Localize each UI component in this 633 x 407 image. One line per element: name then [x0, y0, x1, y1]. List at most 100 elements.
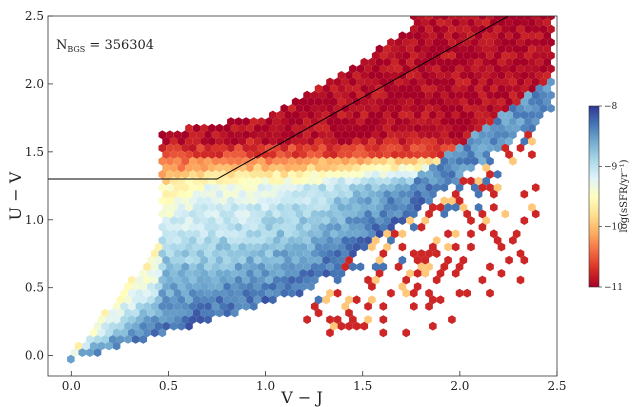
hexbin-cell — [169, 137, 178, 146]
hexbin-cell — [360, 110, 369, 120]
hexbin-cell — [417, 24, 426, 34]
hexbin-cell — [246, 189, 254, 199]
hexbin-cell — [181, 315, 189, 324]
hexbin-cell — [451, 229, 460, 239]
hexbin-cell — [547, 90, 555, 100]
hexbin-cell — [246, 282, 254, 291]
hexbin-cell — [192, 203, 201, 212]
hexbin-cell — [387, 90, 395, 100]
hexbin-cell — [143, 328, 151, 338]
hexbin-cell — [501, 117, 510, 126]
hexbin-cell — [303, 196, 311, 206]
hexbin-cell — [147, 269, 155, 278]
hexbin-cell — [265, 262, 273, 272]
hexbin-cell — [368, 203, 376, 212]
hexbin-cell — [276, 242, 285, 252]
hexbin-cell — [135, 315, 144, 324]
hexbin-cell — [166, 196, 174, 206]
hexbin-cell — [459, 44, 468, 54]
hexbin-cell — [230, 137, 239, 146]
hexbin-cell — [501, 143, 510, 153]
hexbin-cell — [425, 77, 433, 87]
x-axis-label: V − J — [280, 388, 323, 407]
hexbin-cell — [288, 183, 296, 192]
hexbin-cell — [474, 150, 483, 159]
hexbin-cell — [196, 156, 205, 166]
hexbin-cell — [150, 249, 159, 258]
hexbin-cell — [497, 97, 506, 107]
hexbin-cell — [295, 104, 304, 113]
hexbin-cell — [169, 308, 178, 318]
hexbin-cell — [451, 110, 460, 120]
hexbin-cell — [291, 110, 300, 120]
hexbin-cell — [196, 302, 205, 311]
hexbin-cell — [158, 130, 167, 140]
hexbin-cell — [459, 203, 468, 212]
hexbin-cell — [257, 222, 266, 232]
hexbin-cell — [432, 16, 441, 21]
hexbin-cell — [547, 16, 555, 21]
hexbin-cell — [432, 249, 441, 258]
hexbin-cell — [432, 183, 441, 192]
hexbin-cell — [467, 97, 475, 107]
hexbin-cell — [547, 51, 555, 60]
hexbin-cell — [390, 137, 399, 146]
hexbin-cell — [467, 163, 475, 173]
hexbin-cell — [139, 335, 148, 344]
hexbin-cell — [455, 24, 464, 34]
hexbin-cell — [337, 97, 346, 107]
hexbin-cell — [196, 262, 205, 272]
hexbin-cell — [280, 275, 289, 285]
hexbin-cell — [307, 150, 315, 159]
hexbin-cell — [421, 97, 430, 107]
hexbin-cell — [280, 130, 289, 140]
y-tick-label: 2.0 — [25, 77, 44, 91]
hexbin-cell — [505, 110, 513, 120]
hexbin-cell — [455, 77, 464, 87]
hexbin-cell — [303, 104, 311, 113]
hexbin-cell — [543, 57, 551, 67]
hexbin-cell — [269, 176, 277, 186]
hexbin-cell — [341, 90, 350, 100]
hexbin-cell — [326, 236, 334, 245]
hexbin-cell — [383, 97, 391, 107]
hexbin-cell — [82, 341, 90, 351]
hexbin-cell — [181, 209, 189, 219]
hexbin-cell — [269, 150, 277, 159]
hexbin-cell — [531, 51, 540, 60]
hexbin-cell — [360, 216, 369, 225]
hexbin-cell — [387, 117, 395, 126]
hexbin-cell — [371, 209, 380, 219]
hexbin-cell — [162, 255, 170, 265]
hexbin-cell — [246, 216, 254, 225]
hexbin-cell — [196, 130, 205, 140]
hexbin-cell — [169, 203, 178, 212]
hexbin-cell — [413, 71, 422, 80]
hexbin-cell — [490, 57, 498, 67]
hexbin-cell — [375, 150, 384, 159]
hexbin-cell — [470, 16, 479, 21]
hexbin-cell — [166, 209, 174, 219]
hexbin-cell — [261, 189, 270, 199]
hexbin-cell — [345, 123, 353, 133]
hexbin-cell — [528, 110, 536, 120]
hexbin-cell — [413, 18, 422, 27]
hexbin-cell — [223, 282, 231, 291]
hexbin-cell — [124, 282, 132, 291]
hexbin-cell — [531, 104, 540, 113]
hexbin-cell — [200, 295, 209, 305]
hexbin-cell — [410, 16, 418, 21]
hexbin-cell — [394, 117, 403, 126]
hexbin-cell — [478, 156, 487, 166]
hexbin-cell — [421, 269, 430, 278]
hexbin-cell — [387, 64, 395, 74]
hexbin-cell — [516, 51, 525, 60]
hexbin-cell — [227, 275, 235, 285]
hexbin-cell — [204, 302, 212, 311]
hexbin-cell — [341, 236, 350, 245]
hexbin-cell — [371, 222, 380, 232]
hexbin-cell — [474, 71, 483, 80]
hexbin-cell — [246, 150, 254, 159]
hexbin-cell — [379, 222, 388, 232]
hexbin-cell — [89, 341, 98, 351]
